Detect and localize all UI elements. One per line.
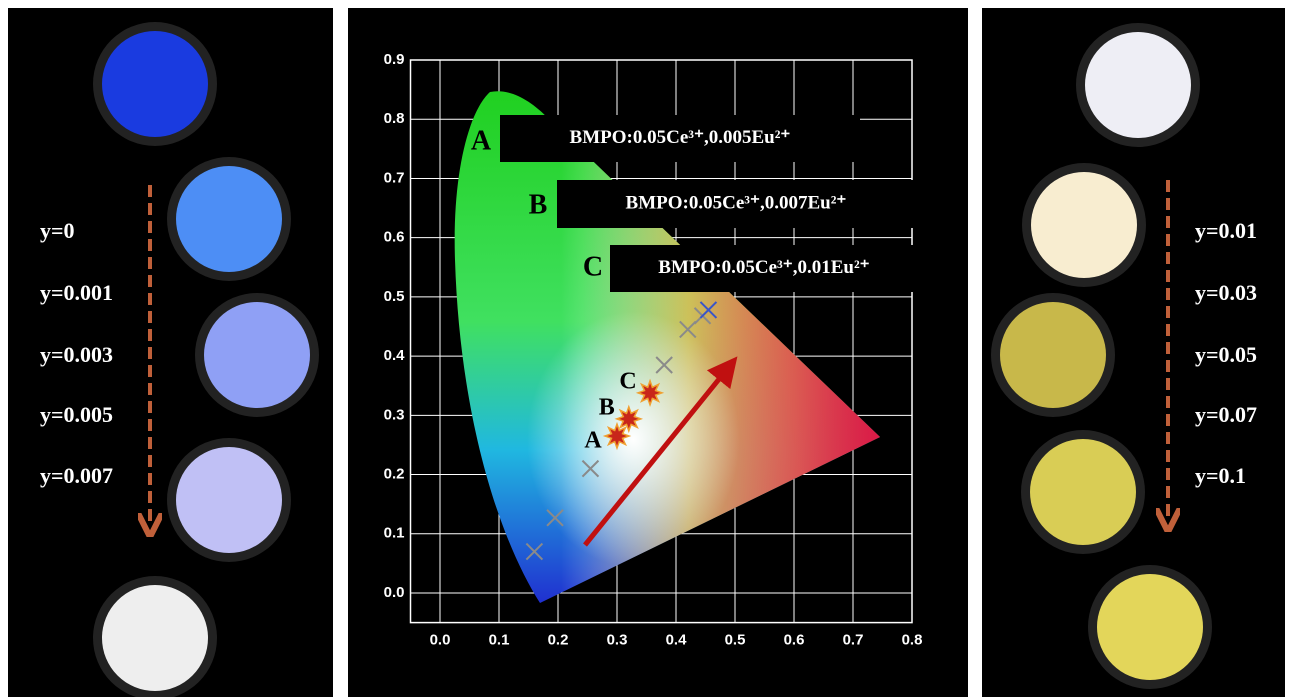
x-tick-label: 0.5 xyxy=(725,632,746,649)
x-tick-label: 0.3 xyxy=(607,632,628,649)
y-tick-label: 0.0 xyxy=(384,584,405,601)
plot-frame xyxy=(409,59,913,624)
left-label: y=0 xyxy=(40,218,75,243)
x-tick-label: 0.4 xyxy=(666,632,688,649)
right-samples xyxy=(991,23,1212,689)
annotation-text: BMPO:0.05Ce³⁺,0.005Eu²⁺ xyxy=(570,127,791,148)
annotation-text: BMPO:0.05Ce³⁺,0.007Eu²⁺ xyxy=(626,192,847,213)
annotation-box xyxy=(610,245,918,292)
annotation-letter: C xyxy=(583,251,603,282)
data-point xyxy=(602,421,632,451)
left-label: y=0.007 xyxy=(40,463,113,488)
point-label: C xyxy=(619,368,636,394)
data-point xyxy=(635,378,665,408)
annotation-letter: A xyxy=(471,125,492,156)
right-label: y=0.1 xyxy=(1195,463,1246,488)
y-tick-label: 0.8 xyxy=(384,110,405,127)
y-tick-label: 0.5 xyxy=(384,288,405,305)
point-label: A xyxy=(584,428,602,454)
y-tick-label: 0.6 xyxy=(384,229,405,246)
left-label: y=0.005 xyxy=(40,402,113,427)
y-tick-label: 0.3 xyxy=(384,406,405,423)
annotation-box xyxy=(557,180,915,228)
data-point xyxy=(699,301,718,319)
y-tick-label: 0.1 xyxy=(384,525,405,542)
annotation-letter: B xyxy=(529,189,548,220)
right-label: y=0.03 xyxy=(1195,280,1257,305)
right-label: y=0.05 xyxy=(1195,342,1257,367)
data-point xyxy=(546,509,564,527)
right-label: y=0.01 xyxy=(1195,218,1257,243)
x-tick-label: 0.0 xyxy=(430,632,451,649)
point-label: B xyxy=(599,394,615,420)
left-label: y=0.003 xyxy=(40,342,113,367)
left-label: y=0.001 xyxy=(40,280,113,305)
y-tick-label: 0.4 xyxy=(384,347,406,364)
x-tick-label: 0.2 xyxy=(548,632,569,649)
data-point xyxy=(581,459,600,478)
x-tick-label: 0.7 xyxy=(843,632,864,649)
x-tick-label: 0.6 xyxy=(784,632,805,649)
trend-arrow xyxy=(583,356,738,547)
annotation-text: BMPO:0.05Ce³⁺,0.01Eu²⁺ xyxy=(658,257,869,278)
data-point xyxy=(655,356,673,374)
y-tick-label: 0.2 xyxy=(384,466,405,483)
y-tick-label: 0.9 xyxy=(384,51,405,68)
y-tick-label: 0.7 xyxy=(384,169,405,186)
x-tick-label: 0.1 xyxy=(489,632,510,649)
left-samples xyxy=(93,22,319,697)
data-point xyxy=(679,320,697,339)
data-point xyxy=(525,542,544,561)
data-point xyxy=(614,404,644,434)
right-label: y=0.07 xyxy=(1195,402,1257,427)
x-tick-label: 0.8 xyxy=(902,632,923,649)
annotation-box xyxy=(500,115,860,162)
